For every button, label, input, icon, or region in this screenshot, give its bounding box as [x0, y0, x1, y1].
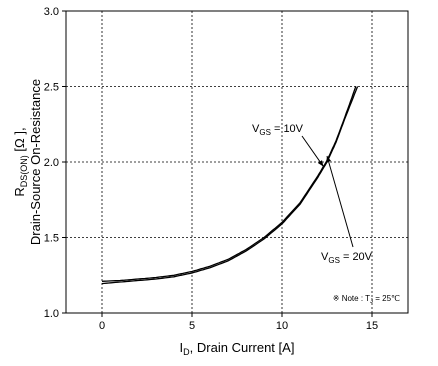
- y-axis-title-line2: Drain-Source On-Resistance: [28, 79, 43, 245]
- annotation-vgs10: VGS = 10V: [252, 123, 304, 137]
- annotation-rest: = 10V: [271, 123, 304, 135]
- x-tick-label: 5: [189, 320, 195, 332]
- x-tick-label: 15: [366, 320, 378, 332]
- y-axis-title-line1: RDS(ON) [Ω ],: [12, 127, 29, 196]
- series-lines: [101, 86, 359, 285]
- x-axis-title-rest: , Drain Current [A]: [190, 340, 295, 355]
- annotation-sub: GS: [259, 128, 271, 137]
- annotation-arrow-line: [301, 135, 324, 167]
- x-axis-title-sub: D: [183, 347, 190, 357]
- series-line-vgs20: [101, 86, 359, 285]
- axis-ticks: 0 5 10 15 1.0 1.5 2.0 2.5 3.0: [44, 6, 378, 332]
- y-axis-title: RDS(ON) [Ω ], Drain-Source On-Resistance: [12, 79, 43, 245]
- y-axis-title-main: R: [12, 187, 27, 196]
- annotation-main: V: [252, 123, 260, 135]
- y-tick-label: 2.5: [44, 82, 59, 94]
- note-sub: J: [370, 299, 373, 305]
- annotation-rest: = 20V: [340, 251, 373, 263]
- y-axis-title-sub: DS(ON): [19, 155, 29, 187]
- annotation-vgs20: VGS = 20V: [321, 251, 373, 265]
- note-prefix: ※ Note : T: [333, 294, 370, 303]
- annotation-main: V: [321, 251, 329, 263]
- annotation-arrow-line: [326, 155, 354, 248]
- note-rest: = 25℃: [373, 294, 400, 303]
- plot-frame: [65, 10, 409, 314]
- x-axis-title: ID, Drain Current [A]: [180, 340, 295, 357]
- annotation-sub: GS: [328, 256, 340, 265]
- x-tick-label: 10: [276, 320, 288, 332]
- y-tick-label: 3.0: [44, 6, 59, 18]
- temperature-note: ※ Note : TJ = 25℃: [333, 294, 400, 305]
- y-tick-label: 2.0: [44, 157, 59, 169]
- annotation-arrow-head: [317, 160, 324, 167]
- series-line-vgs10: [101, 86, 357, 282]
- annotation-arrow-head: [326, 155, 332, 163]
- x-tick-label: 0: [99, 320, 105, 332]
- y-axis-title-unit: [Ω ],: [12, 127, 27, 155]
- y-tick-label: 1.5: [44, 233, 59, 245]
- grid-lines: [66, 11, 408, 313]
- y-tick-label: 1.0: [44, 308, 59, 320]
- x-axis-title-main: I: [180, 340, 184, 355]
